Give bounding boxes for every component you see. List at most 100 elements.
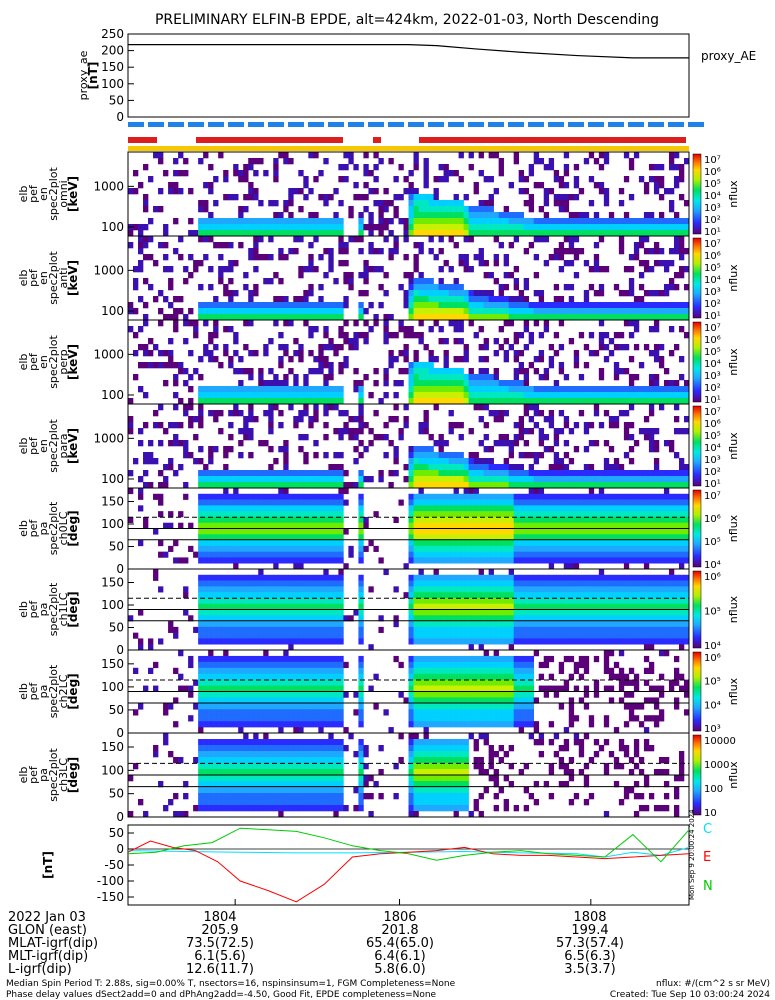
spectrogram-cell [293, 551, 299, 558]
spectrogram-cell [603, 621, 610, 628]
spectrogram-cell [658, 615, 665, 622]
spectrogram-cell [233, 368, 239, 375]
spectrogram-cell [578, 212, 585, 219]
spectrogram-cell [363, 152, 369, 159]
spectrogram-cell [633, 499, 640, 506]
spectrogram-cell [648, 592, 655, 599]
spectrogram-cell [508, 476, 514, 483]
spectrogram-cell [198, 580, 204, 587]
spectrogram-cell [278, 356, 284, 363]
spectrogram-cell [523, 218, 530, 225]
spectrogram-cell [308, 603, 314, 610]
spectrogram-cell [213, 230, 219, 237]
spectrogram-cell [403, 290, 409, 297]
spectrogram-cell [543, 632, 550, 639]
spectrogram-cell [503, 482, 509, 489]
spectrogram-cell [293, 563, 299, 570]
spectrogram-cell [483, 592, 489, 599]
y-tick-label: 1000 [93, 347, 124, 361]
spectrogram-cell [603, 574, 610, 581]
spectrogram-cell [533, 290, 540, 297]
spectrogram-cell [353, 164, 359, 171]
colorbar-tick-label: 10¹ [704, 395, 721, 406]
spectrogram-cell [673, 540, 680, 547]
spectrogram-cell [658, 592, 665, 599]
spectrogram-cell [658, 386, 665, 393]
spectrogram-cell [378, 626, 384, 633]
spectrogram-cell [558, 458, 565, 465]
spectrogram-cell [618, 344, 625, 351]
spectrogram-cell [288, 603, 294, 610]
spectrogram-cell [523, 516, 530, 524]
spectrogram-cell [443, 464, 449, 471]
spectrogram-cell [158, 551, 164, 558]
spectrogram-cell [628, 422, 635, 429]
spectrogram-cell [608, 615, 615, 622]
spectrogram-cell [628, 314, 635, 321]
spectrogram-cell [473, 314, 479, 321]
spectrogram-cell [128, 242, 134, 249]
spectrogram-cell [343, 615, 349, 622]
spectrogram-cell [448, 638, 454, 645]
spectrogram-cell [248, 374, 254, 381]
spectrogram-cell [543, 326, 550, 333]
spectrogram-cell [388, 218, 394, 225]
spectrogram-cell [603, 194, 610, 201]
spectrogram-cell [663, 266, 670, 273]
spectrogram-cell [458, 603, 464, 610]
spectrogram-cell [263, 224, 269, 231]
spectrogram-cell [318, 586, 324, 593]
spectrogram-cell [343, 176, 349, 183]
spectrogram-cell [288, 392, 294, 399]
spectrogram-cell [253, 493, 259, 500]
spectrogram-cell [498, 603, 504, 610]
spectrogram-cell [218, 254, 224, 261]
spectrogram-cell [223, 499, 229, 506]
spectrogram-cell [668, 592, 675, 599]
spectrogram-cell [583, 362, 590, 369]
spectrogram-cell [233, 290, 239, 297]
spectrogram-cell [298, 446, 304, 453]
spectrogram-cell [438, 212, 444, 219]
spectrogram-cell [318, 528, 324, 535]
spectrogram-cell [518, 545, 525, 552]
spectrogram-cell [193, 458, 199, 465]
spectrogram-cell [413, 368, 419, 375]
spectrogram-cell [543, 236, 550, 243]
spectrogram-cell [413, 632, 419, 639]
spectrogram-cell [443, 374, 449, 381]
spectrogram-cell [328, 470, 334, 477]
spectrogram-cell [533, 398, 540, 405]
spectrogram-cell [158, 638, 164, 645]
spectrogram-cell [563, 260, 570, 267]
spectrogram-cell [248, 545, 254, 552]
spectrogram-cell [318, 540, 324, 547]
spectrogram-cell [548, 563, 555, 570]
spectrogram-cell [253, 188, 259, 195]
spectrogram-cell [538, 356, 545, 363]
spectrogram-cell [668, 350, 675, 357]
spectrogram-cell [168, 621, 174, 628]
spectrogram-cell [248, 551, 254, 558]
spectrogram-cell [628, 302, 635, 309]
spectrogram-cell [368, 428, 374, 435]
spectrogram-cell [598, 470, 605, 477]
spectrogram-cell [673, 452, 680, 459]
spectrogram-cell [298, 470, 304, 477]
spectrogram-cell [173, 182, 179, 189]
spectrogram-cell [258, 580, 264, 587]
spectrogram-cell [278, 224, 284, 231]
spectrogram-cell [458, 308, 464, 315]
spectrogram-cell [623, 452, 630, 459]
spectrogram-cell [413, 470, 419, 477]
spectrogram-cell [578, 511, 585, 518]
spectrogram-cell [348, 615, 354, 622]
spectrogram-cell [558, 493, 565, 500]
spectrogram-cell [483, 308, 489, 315]
spectrogram-cell [458, 302, 464, 309]
spectrogram-cell [283, 511, 289, 518]
spectrogram-cell [198, 302, 204, 309]
spectrogram-cell [543, 499, 550, 506]
spectrogram-cell [223, 488, 229, 495]
spectrogram-cell [663, 638, 670, 645]
